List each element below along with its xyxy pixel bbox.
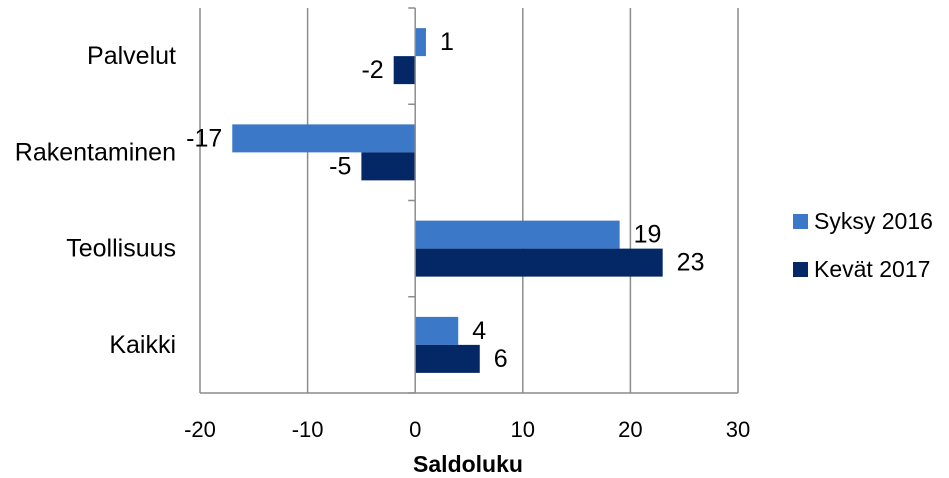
data-label: 1 [440, 28, 454, 56]
bar [415, 248, 663, 277]
gridlines [199, 8, 739, 393]
data-label: -17 [186, 124, 222, 152]
bars [232, 28, 663, 373]
legend-label: Kevät 2017 [814, 256, 930, 282]
category-label: Rakentaminen [15, 138, 176, 166]
bar [415, 316, 459, 345]
x-tick-label: 0 [409, 417, 421, 442]
bar [415, 220, 620, 249]
data-label: -2 [361, 56, 383, 84]
category-label: Palvelut [87, 42, 176, 70]
category-label: Teollisuus [66, 235, 176, 263]
axes [200, 7, 738, 394]
data-label: 4 [472, 317, 486, 345]
bar [361, 152, 416, 181]
data-label: 19 [634, 221, 662, 249]
bar [393, 56, 416, 85]
data-label: -5 [329, 152, 351, 180]
x-tick-label: 20 [618, 417, 642, 442]
bar [415, 28, 426, 57]
data-label: 6 [494, 345, 508, 373]
x-tick-label: -10 [292, 417, 324, 442]
bar [415, 344, 480, 373]
legend: Syksy 2016 Kevät 2017 [793, 208, 933, 282]
tick-labels: -20 -10 0 10 20 30 [184, 417, 750, 442]
data-label: 23 [677, 249, 705, 277]
x-tick-label: 30 [726, 417, 750, 442]
x-axis-title: Saldoluku [413, 451, 523, 477]
legend-swatch [793, 262, 808, 277]
category-labels: Palvelut Rakentaminen Teollisuus Kaikki [15, 42, 176, 359]
x-tick-label: 10 [511, 417, 535, 442]
category-label: Kaikki [109, 331, 176, 359]
bar [232, 124, 416, 153]
legend-swatch [793, 214, 808, 229]
x-tick-label: -20 [184, 417, 216, 442]
data-labels: 1 -2 -17 -5 19 23 46 [186, 28, 704, 373]
legend-label: Syksy 2016 [814, 208, 933, 234]
